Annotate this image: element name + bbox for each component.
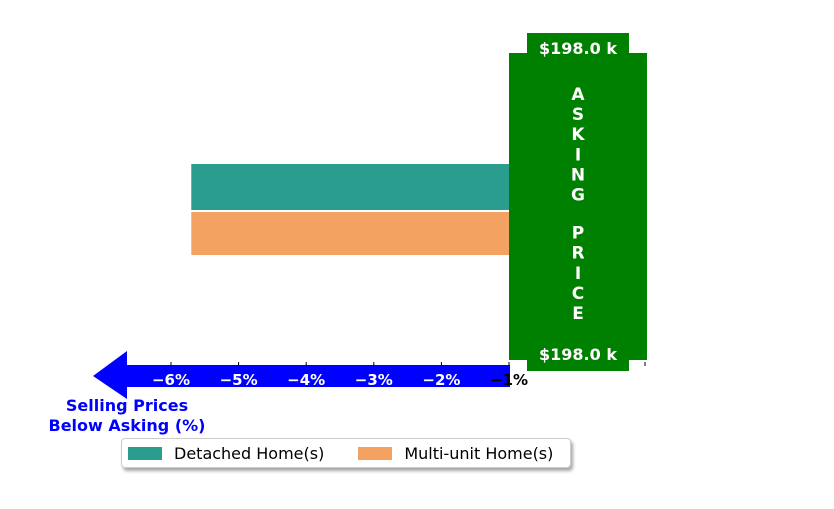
asking-price-letter: A [571,85,585,105]
asking-price-top-label: $198.0 k [539,39,617,58]
legend-label-multi-unit: Multi-unit Home(s) [404,443,554,463]
bar-multi-unit [191,212,510,255]
axis-arrow [93,351,646,399]
legend-swatch-multi-unit [358,446,393,460]
asking-price-bar [509,53,647,360]
asking-price-bottom-label: $198.0 k [539,345,617,364]
asking-price-letter: I [575,264,581,284]
asking-price-letter: S [572,105,584,125]
x-tick-label: −3% [355,371,393,389]
asking-price-letter: K [571,125,585,145]
x-axis-label-line: Below Asking (%) [49,416,206,435]
asking-price-bottom-box [527,341,629,371]
axis-arrow-shape [93,351,510,399]
x-tick-label: −1% [490,371,528,389]
legend: Detached Home(s) Multi-unit Home(s) [121,438,571,468]
asking-price-letter: G [571,186,585,206]
x-axis-label-line: Selling Prices [66,396,188,415]
asking-price-letter: C [572,284,584,304]
x-tick-label: −4% [287,371,325,389]
x-tick-label: −2% [422,371,460,389]
legend-swatch-detached [128,446,162,460]
asking-price-letter: R [571,244,584,264]
bars-group [191,164,510,255]
x-tick-label: −6% [152,371,190,389]
asking-price-top-box [527,33,629,63]
legend-item-multi-unit: Multi-unit Home(s) [358,444,553,463]
bar-detached [191,164,510,210]
x-tick-label: −5% [220,371,258,389]
asking-price-letter: I [575,145,581,165]
asking-price-letter: N [571,165,585,185]
x-ticks: −6% −5% −4% −3% −2% −1% [152,362,528,389]
legend-item-detached: Detached Home(s) [128,444,324,463]
asking-price-letter: P [572,224,584,244]
asking-price-letter: E [572,304,584,324]
legend-label-detached: Detached Home(s) [174,443,325,463]
